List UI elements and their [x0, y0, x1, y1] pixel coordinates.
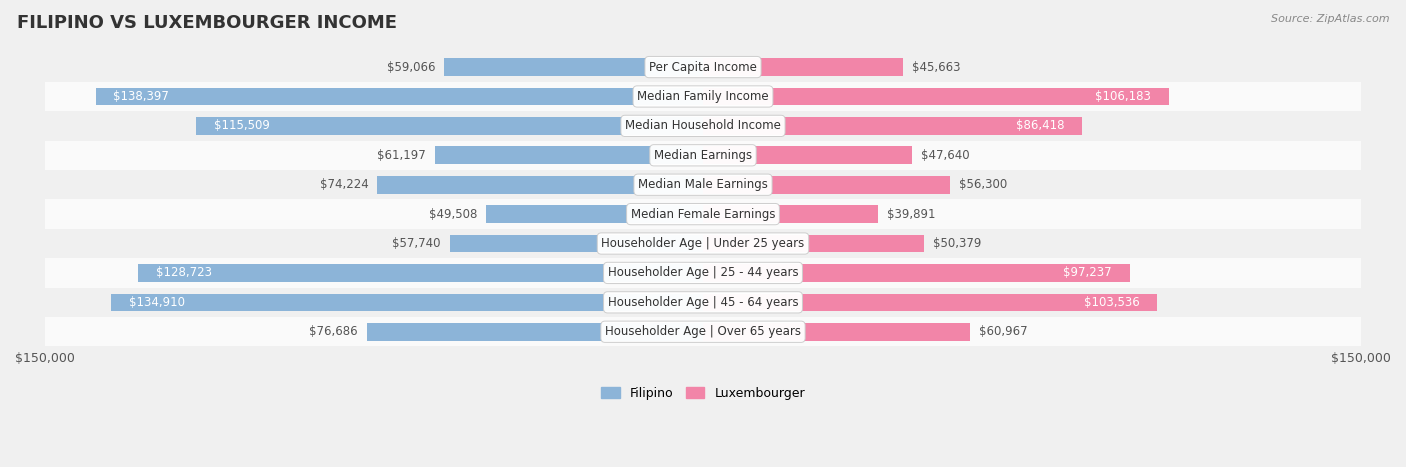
Text: Median Male Earnings: Median Male Earnings: [638, 178, 768, 191]
Bar: [197, 117, 703, 134]
Legend: Filipino, Luxembourger: Filipino, Luxembourger: [596, 382, 810, 405]
Bar: [138, 264, 703, 282]
Text: Householder Age | 45 - 64 years: Householder Age | 45 - 64 years: [607, 296, 799, 309]
Text: Householder Age | Under 25 years: Householder Age | Under 25 years: [602, 237, 804, 250]
Text: $115,509: $115,509: [214, 120, 270, 132]
Bar: [45, 199, 1361, 229]
Bar: [703, 147, 912, 164]
Bar: [45, 170, 1361, 199]
Bar: [703, 205, 877, 223]
Bar: [703, 117, 1083, 134]
Bar: [45, 82, 1361, 111]
Bar: [45, 317, 1361, 347]
Text: $86,418: $86,418: [1017, 120, 1064, 132]
Bar: [703, 235, 924, 252]
Text: Median Earnings: Median Earnings: [654, 149, 752, 162]
Text: $45,663: $45,663: [912, 61, 960, 74]
Text: $57,740: $57,740: [392, 237, 441, 250]
Bar: [45, 52, 1361, 82]
Text: $74,224: $74,224: [319, 178, 368, 191]
Text: $60,967: $60,967: [979, 325, 1028, 338]
Text: $47,640: $47,640: [921, 149, 969, 162]
Bar: [486, 205, 703, 223]
Text: $56,300: $56,300: [959, 178, 1007, 191]
Bar: [444, 58, 703, 76]
Text: $50,379: $50,379: [932, 237, 981, 250]
Bar: [45, 229, 1361, 258]
Bar: [111, 294, 703, 311]
Text: $134,910: $134,910: [129, 296, 184, 309]
Bar: [703, 176, 950, 193]
Bar: [377, 176, 703, 193]
Text: FILIPINO VS LUXEMBOURGER INCOME: FILIPINO VS LUXEMBOURGER INCOME: [17, 14, 396, 32]
Text: $138,397: $138,397: [114, 90, 169, 103]
Bar: [45, 141, 1361, 170]
Text: Median Household Income: Median Household Income: [626, 120, 780, 132]
Text: $128,723: $128,723: [156, 267, 212, 279]
Text: Householder Age | 25 - 44 years: Householder Age | 25 - 44 years: [607, 267, 799, 279]
Text: Median Female Earnings: Median Female Earnings: [631, 208, 775, 220]
Text: $61,197: $61,197: [377, 149, 426, 162]
Text: Source: ZipAtlas.com: Source: ZipAtlas.com: [1271, 14, 1389, 24]
Bar: [45, 111, 1361, 141]
Bar: [45, 258, 1361, 288]
Bar: [703, 58, 903, 76]
Text: Median Family Income: Median Family Income: [637, 90, 769, 103]
Bar: [367, 323, 703, 340]
Bar: [703, 323, 970, 340]
Bar: [45, 288, 1361, 317]
Bar: [703, 294, 1157, 311]
Bar: [703, 88, 1168, 105]
Bar: [703, 264, 1129, 282]
Text: $106,183: $106,183: [1095, 90, 1152, 103]
Text: Householder Age | Over 65 years: Householder Age | Over 65 years: [605, 325, 801, 338]
Text: $76,686: $76,686: [309, 325, 357, 338]
Bar: [434, 147, 703, 164]
Bar: [96, 88, 703, 105]
Text: $59,066: $59,066: [387, 61, 434, 74]
Bar: [450, 235, 703, 252]
Text: $49,508: $49,508: [429, 208, 477, 220]
Text: $97,237: $97,237: [1063, 267, 1112, 279]
Text: $103,536: $103,536: [1084, 296, 1140, 309]
Text: $39,891: $39,891: [887, 208, 935, 220]
Text: Per Capita Income: Per Capita Income: [650, 61, 756, 74]
